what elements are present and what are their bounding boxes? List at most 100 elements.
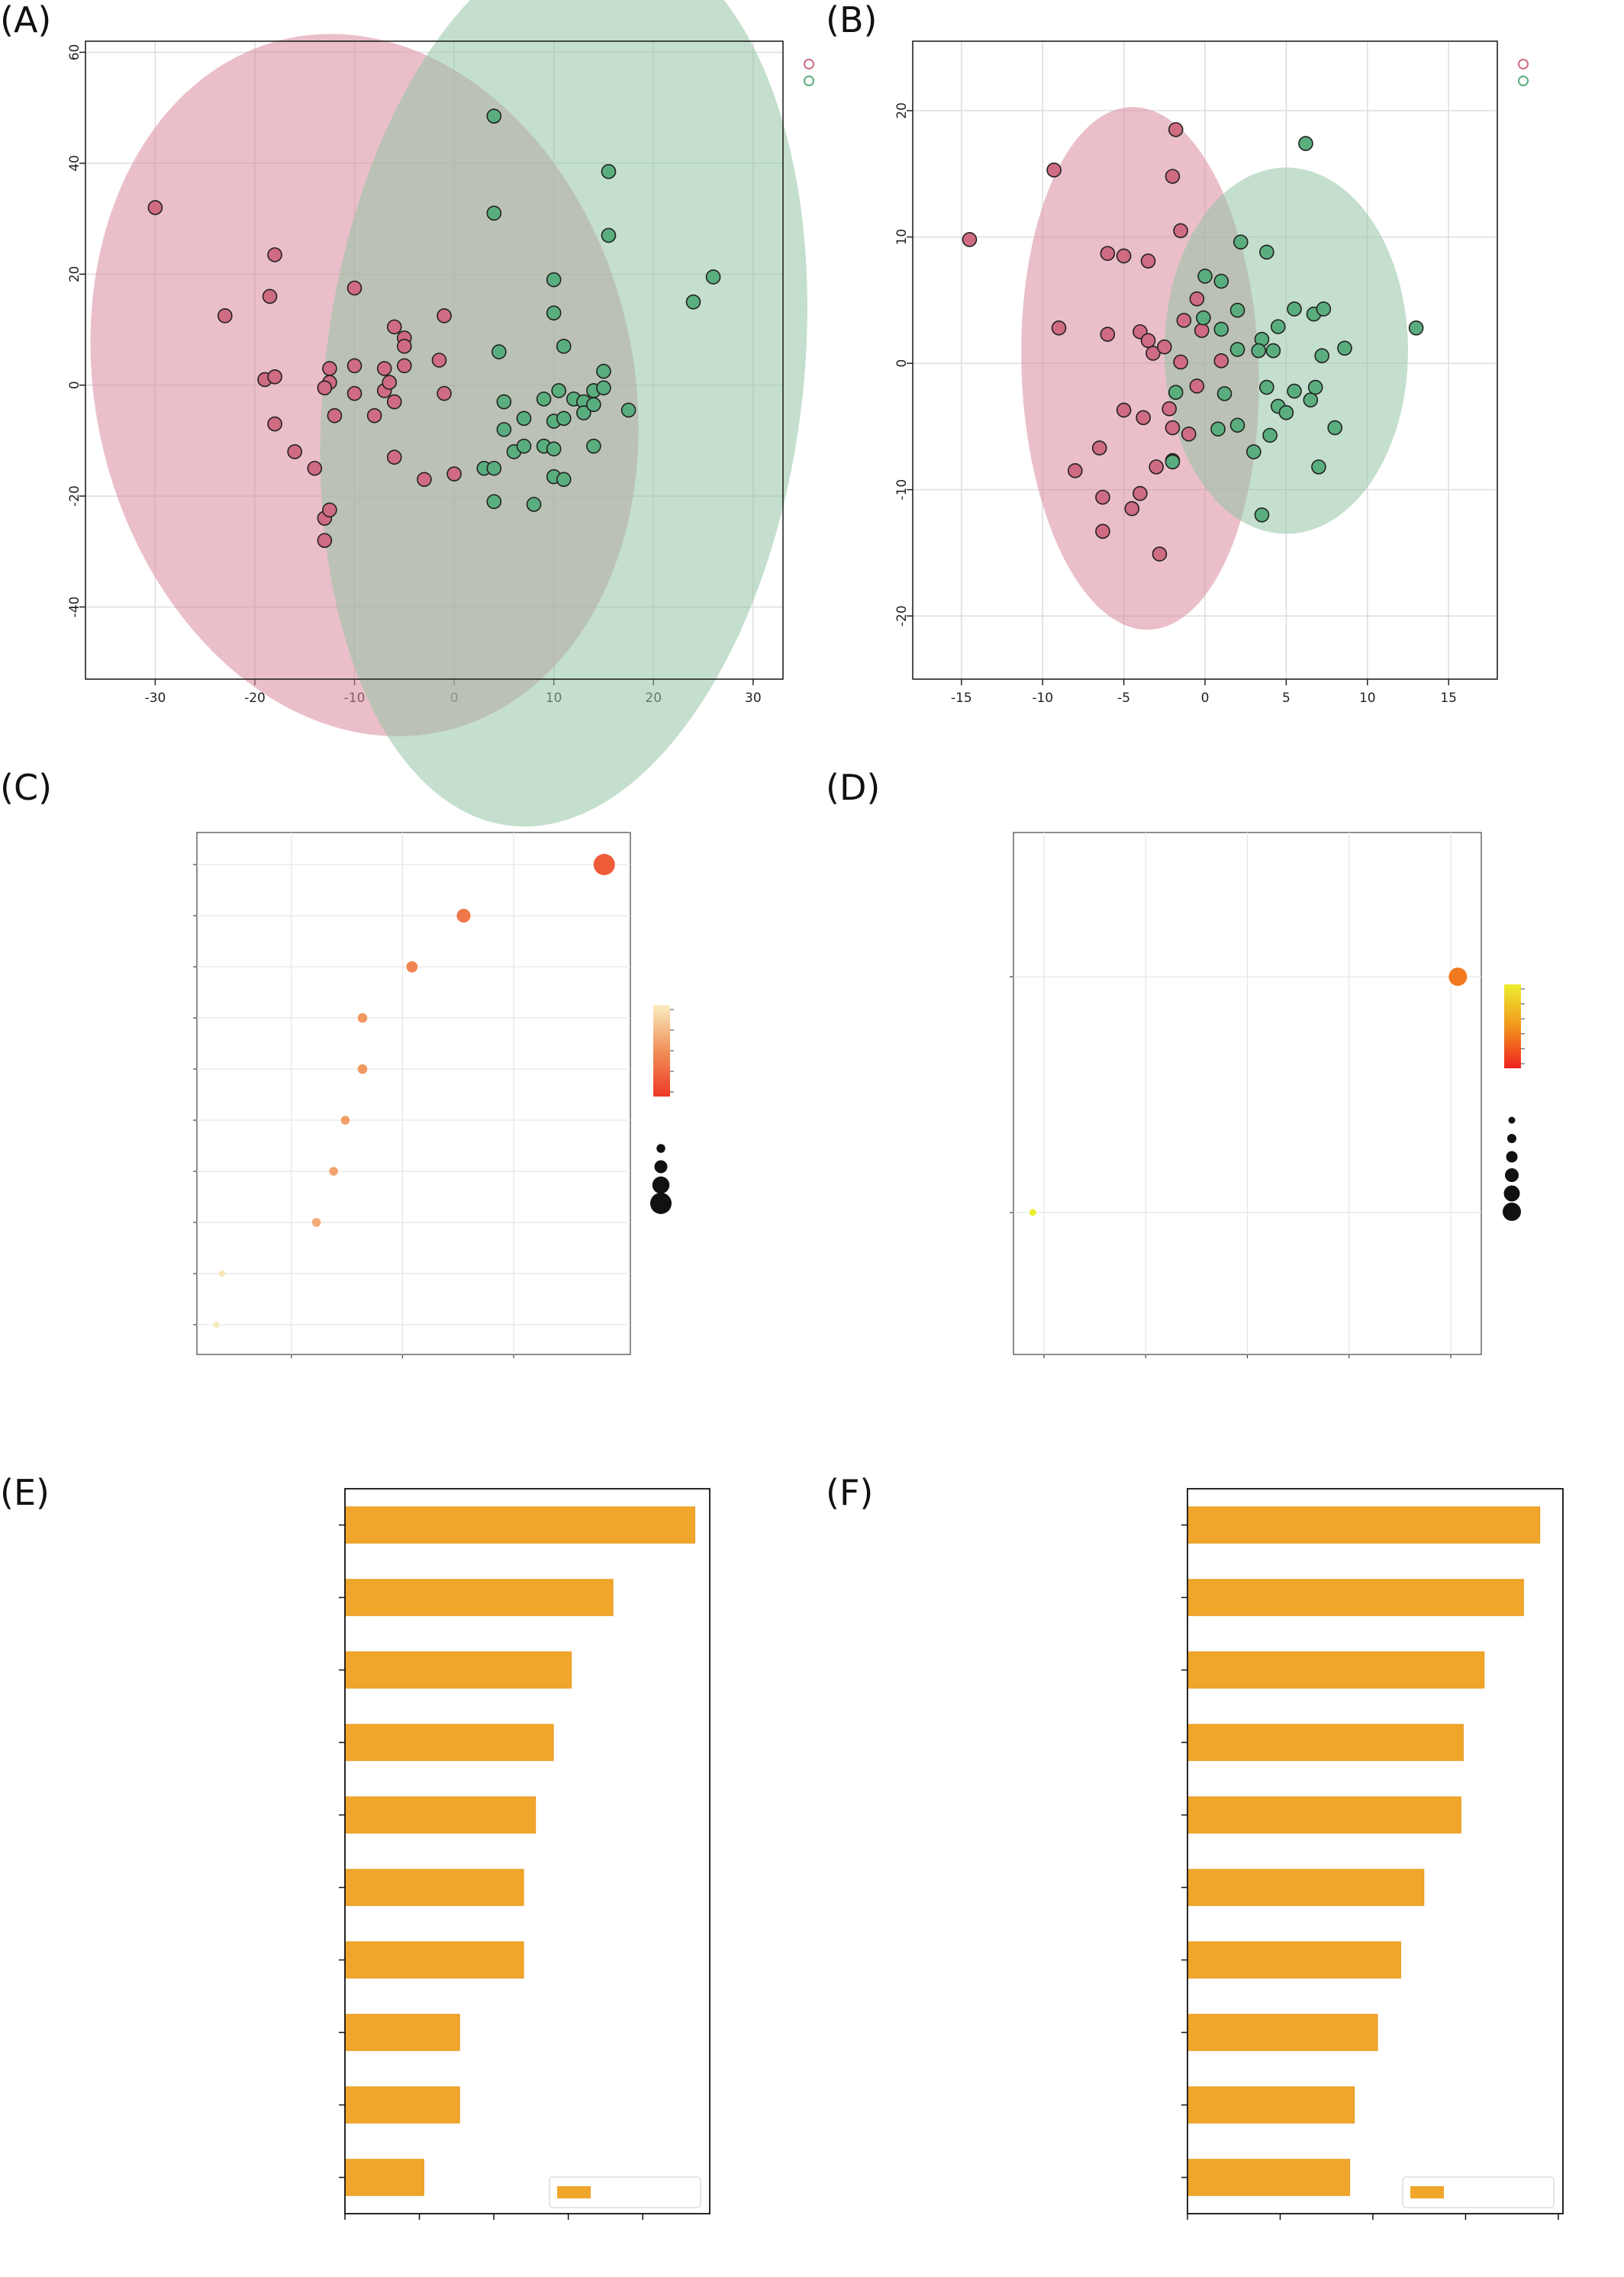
data-point-pgc bbox=[1229, 417, 1245, 433]
data-point-pgc bbox=[1270, 319, 1286, 334]
importance-bar bbox=[344, 1869, 524, 1906]
ratio-legend-marker bbox=[656, 1144, 665, 1153]
y-tick-label: -10 bbox=[894, 479, 910, 501]
data-point-gc bbox=[267, 416, 282, 432]
ratio-legend-marker bbox=[1507, 1134, 1516, 1143]
data-point-pgc bbox=[516, 438, 532, 454]
ratio-legend-marker bbox=[1506, 1151, 1518, 1163]
data-point-gc bbox=[1181, 427, 1197, 442]
x-tick-label: 5 bbox=[1282, 691, 1290, 706]
data-point-gc bbox=[1116, 248, 1132, 264]
data-point-gc bbox=[1095, 523, 1110, 539]
importance-bar bbox=[344, 1941, 524, 1979]
data-point-gc bbox=[1095, 489, 1110, 505]
importance-bar bbox=[1187, 1869, 1425, 1906]
ratio-legend-marker bbox=[1503, 1203, 1521, 1221]
data-point-gc bbox=[317, 533, 333, 549]
panel-letter-d: (D) bbox=[826, 767, 880, 808]
data-point-pgc bbox=[486, 205, 502, 221]
data-point-pgc bbox=[1298, 136, 1313, 151]
data-point-pgc bbox=[496, 394, 512, 410]
panel-b-scores-plot: -15 -10 -5 0 5 10 15 -20 -10 0 10 20 bbox=[894, 40, 1529, 706]
data-point-pgc bbox=[1287, 301, 1302, 317]
importance-bar bbox=[1187, 2086, 1355, 2124]
data-point-gc bbox=[1136, 410, 1151, 426]
enrichment-point bbox=[340, 1116, 350, 1125]
data-point-gc bbox=[1067, 463, 1083, 478]
importance-bar bbox=[344, 1724, 554, 1761]
data-point-pgc bbox=[491, 344, 507, 359]
data-point-gc bbox=[1091, 440, 1107, 456]
importance-bar bbox=[344, 1651, 572, 1689]
data-point-pgc bbox=[1408, 320, 1424, 336]
data-point-gc bbox=[1194, 323, 1210, 338]
data-point-gc bbox=[267, 247, 282, 262]
data-point-pgc bbox=[1262, 427, 1278, 443]
enrichment-point bbox=[456, 908, 471, 923]
data-point-gc bbox=[1100, 246, 1116, 261]
data-point-pgc bbox=[1233, 234, 1249, 250]
importance-bar bbox=[344, 2086, 460, 2124]
data-point-pgc bbox=[546, 272, 562, 288]
plot-frame bbox=[196, 832, 631, 1355]
data-point-pgc bbox=[1259, 244, 1274, 260]
panel-letter-b: (B) bbox=[826, 0, 877, 40]
y-tick-label: 0 bbox=[67, 381, 82, 389]
data-point-pgc bbox=[1251, 343, 1267, 359]
data-point-pgc bbox=[1259, 379, 1274, 395]
data-point-pgc bbox=[556, 339, 572, 354]
importance-bar bbox=[344, 1796, 536, 1834]
legend-swatch bbox=[1410, 2186, 1444, 2198]
data-point-pgc bbox=[685, 294, 701, 310]
data-point-pgc bbox=[546, 305, 562, 321]
x-tick-label: -5 bbox=[1117, 691, 1130, 706]
panel-e-importance-bar-chart bbox=[339, 1488, 710, 2220]
enrichment-point bbox=[406, 961, 418, 973]
data-point-gc bbox=[386, 449, 402, 465]
data-point-pgc bbox=[596, 363, 611, 379]
data-point-gc bbox=[386, 319, 402, 335]
data-point-pgc bbox=[586, 438, 601, 454]
y-tick-label: 0 bbox=[894, 359, 910, 368]
data-point-gc bbox=[386, 394, 402, 410]
data-point-gc bbox=[1140, 253, 1156, 269]
data-point-gc bbox=[307, 460, 323, 476]
data-point-pgc bbox=[1213, 273, 1229, 289]
data-point-gc bbox=[1146, 346, 1161, 361]
data-point-gc bbox=[1162, 401, 1177, 417]
data-point-gc bbox=[417, 472, 432, 488]
data-point-gc bbox=[1116, 402, 1132, 418]
data-point-pgc bbox=[1278, 404, 1294, 420]
data-point-gc bbox=[437, 385, 452, 401]
ratio-legend-marker bbox=[1508, 1116, 1516, 1124]
data-point-gc bbox=[147, 200, 163, 215]
data-point-gc bbox=[1124, 501, 1140, 517]
data-point-pgc bbox=[516, 411, 532, 427]
x-tick-label: 10 bbox=[1359, 691, 1376, 706]
data-point-pgc bbox=[596, 380, 611, 396]
x-tick-label: -30 bbox=[145, 691, 166, 706]
importance-bar bbox=[344, 2159, 424, 2196]
data-point-pgc bbox=[1265, 343, 1281, 359]
data-point-gc bbox=[1189, 378, 1205, 394]
data-point-gc bbox=[1046, 163, 1062, 178]
legend-marker-gc bbox=[1518, 59, 1529, 69]
data-point-pgc bbox=[1254, 507, 1270, 523]
data-point-pgc bbox=[496, 422, 512, 437]
data-point-pgc bbox=[1303, 392, 1319, 407]
data-point-gc bbox=[1165, 169, 1181, 184]
panel-f-importance-bar-chart bbox=[1181, 1488, 1564, 2220]
data-point-pgc bbox=[1311, 459, 1326, 475]
data-point-gc bbox=[366, 407, 382, 424]
enrichment-point bbox=[357, 1013, 368, 1023]
data-point-gc bbox=[1213, 353, 1229, 369]
data-point-gc bbox=[446, 466, 462, 481]
data-point-gc bbox=[317, 380, 333, 396]
data-point-pgc bbox=[586, 397, 601, 412]
data-point-pgc bbox=[1165, 454, 1181, 470]
importance-bar bbox=[1187, 1506, 1541, 1544]
data-point-pgc bbox=[486, 460, 502, 476]
data-point-pgc bbox=[1197, 269, 1213, 284]
data-point-pgc bbox=[551, 383, 567, 398]
